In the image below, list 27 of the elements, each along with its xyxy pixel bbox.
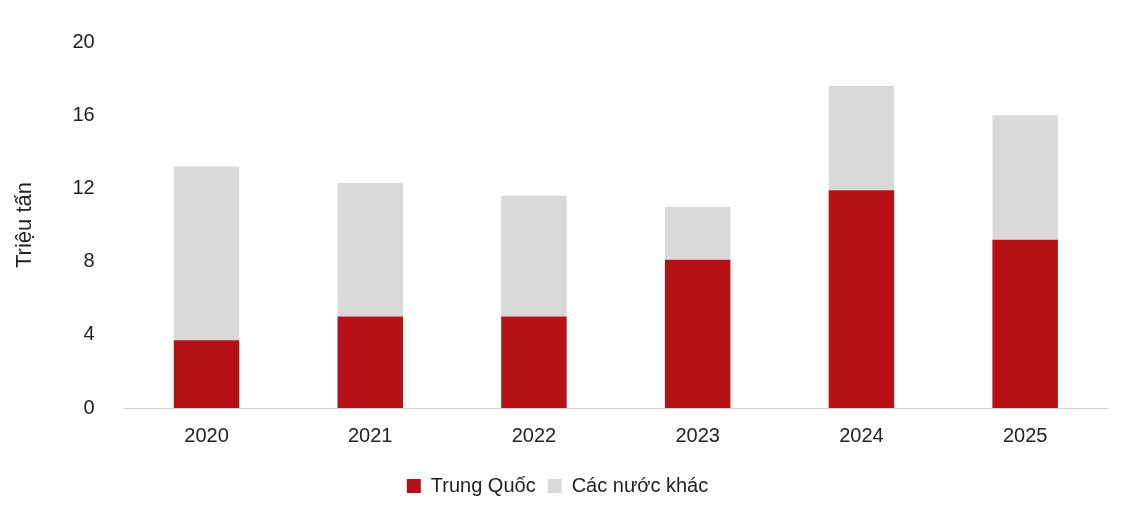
- bar: [992, 115, 1058, 240]
- bar: [173, 340, 240, 408]
- bar: [664, 206, 731, 260]
- legend-label: Các nước khác: [571, 473, 709, 496]
- legend-label: Trung Quốc: [430, 473, 536, 496]
- x-tick-label: 2022: [511, 423, 557, 446]
- x-tick-label: 2020: [184, 423, 229, 446]
- bar: [173, 166, 240, 341]
- bar: [501, 195, 567, 317]
- bar: [828, 85, 895, 191]
- bar: [501, 316, 567, 408]
- y-axis-title: Triệu tấn: [11, 181, 37, 269]
- x-tick-label: 2021: [347, 423, 393, 446]
- bar: [992, 239, 1058, 408]
- y-tick-label: 8: [83, 249, 95, 272]
- bar: [664, 259, 731, 408]
- y-tick-label: 20: [72, 29, 95, 52]
- y-tick-label: 4: [83, 322, 95, 345]
- x-tick-label: 2024: [839, 423, 884, 446]
- bar: [337, 182, 403, 317]
- x-tick-label: 2023: [675, 423, 720, 446]
- y-tick-label: 0: [83, 395, 95, 418]
- y-tick-label: 12: [72, 175, 95, 198]
- bar: [337, 316, 403, 408]
- y-tick-label: 16: [72, 102, 95, 125]
- bar: [828, 190, 895, 408]
- x-tick-label: 2025: [1002, 423, 1048, 446]
